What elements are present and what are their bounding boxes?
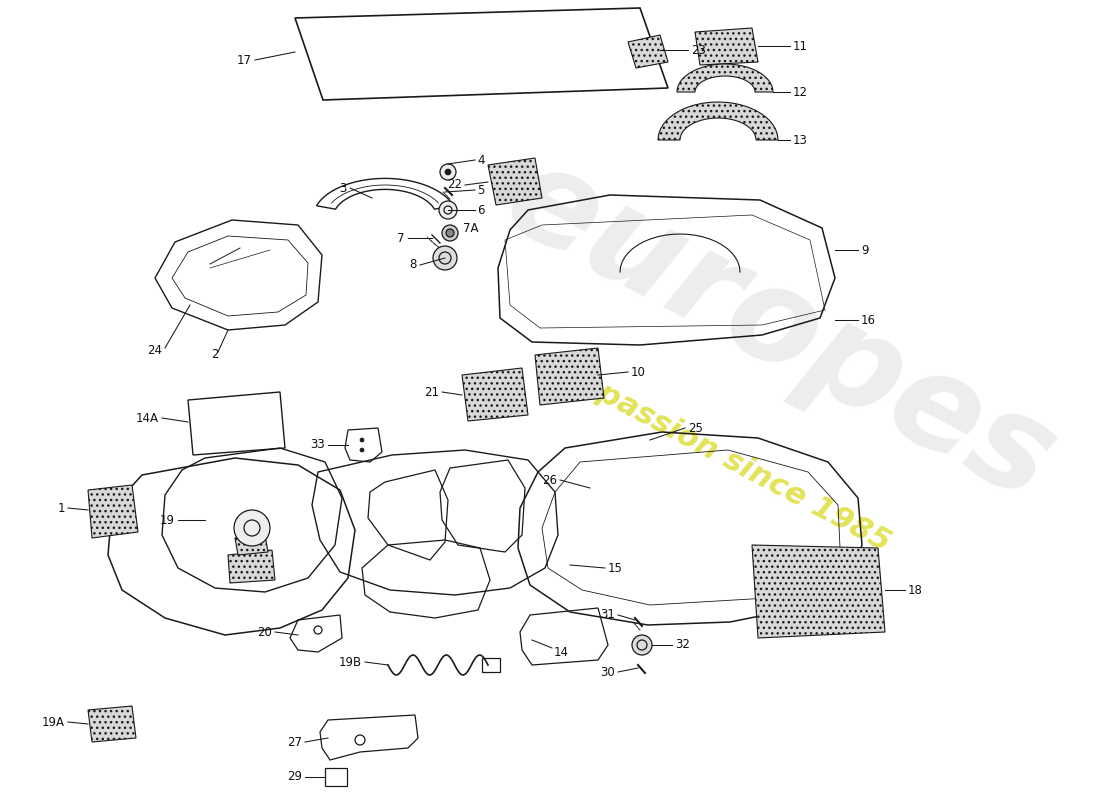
Text: 25: 25 xyxy=(688,422,703,434)
Text: 4: 4 xyxy=(477,154,484,166)
Polygon shape xyxy=(535,348,604,405)
Text: 7: 7 xyxy=(397,231,405,245)
Text: 20: 20 xyxy=(257,626,272,638)
Polygon shape xyxy=(695,28,758,65)
Text: 14: 14 xyxy=(554,646,569,658)
Text: 14A: 14A xyxy=(136,411,160,425)
Text: 5: 5 xyxy=(477,183,484,197)
Polygon shape xyxy=(676,64,773,92)
Circle shape xyxy=(446,169,451,175)
Text: 21: 21 xyxy=(424,386,439,398)
Text: 32: 32 xyxy=(675,638,690,651)
Text: 27: 27 xyxy=(287,735,303,749)
Circle shape xyxy=(433,246,456,270)
Text: 33: 33 xyxy=(310,438,324,451)
Polygon shape xyxy=(88,485,138,538)
Polygon shape xyxy=(488,158,542,205)
Polygon shape xyxy=(658,102,778,140)
Polygon shape xyxy=(752,545,886,638)
Circle shape xyxy=(360,448,364,452)
Polygon shape xyxy=(462,368,528,421)
Text: 1: 1 xyxy=(57,502,65,514)
Polygon shape xyxy=(235,535,268,555)
Text: 8: 8 xyxy=(409,258,417,271)
Text: 30: 30 xyxy=(601,666,615,678)
Text: 15: 15 xyxy=(608,562,623,574)
Text: 19: 19 xyxy=(160,514,175,526)
Circle shape xyxy=(440,164,456,180)
Circle shape xyxy=(234,510,270,546)
Circle shape xyxy=(632,635,652,655)
Circle shape xyxy=(439,201,456,219)
Text: 7A: 7A xyxy=(463,222,478,234)
Circle shape xyxy=(442,225,458,241)
Text: 31: 31 xyxy=(601,609,615,622)
Circle shape xyxy=(360,438,364,442)
Text: 16: 16 xyxy=(861,314,876,326)
Text: 22: 22 xyxy=(447,178,462,191)
Text: 17: 17 xyxy=(236,54,252,66)
Text: a passion since 1985: a passion since 1985 xyxy=(565,363,895,557)
Polygon shape xyxy=(628,35,668,68)
Text: 29: 29 xyxy=(287,770,303,783)
Text: 6: 6 xyxy=(477,203,484,217)
Text: 19B: 19B xyxy=(339,655,362,669)
Circle shape xyxy=(446,229,454,237)
Text: 18: 18 xyxy=(908,583,923,597)
Text: 11: 11 xyxy=(793,39,808,53)
Text: 13: 13 xyxy=(793,134,807,146)
Text: 10: 10 xyxy=(631,366,646,378)
Text: 23: 23 xyxy=(691,43,706,57)
Text: 19A: 19A xyxy=(42,715,65,729)
Text: 9: 9 xyxy=(861,243,869,257)
Text: europes: europes xyxy=(484,133,1076,527)
Polygon shape xyxy=(88,706,136,742)
Text: 24: 24 xyxy=(147,345,162,358)
Text: 3: 3 xyxy=(340,182,346,194)
Bar xyxy=(324,768,346,786)
Text: 26: 26 xyxy=(542,474,557,486)
Text: 2: 2 xyxy=(211,349,219,362)
Polygon shape xyxy=(228,550,275,583)
Text: 12: 12 xyxy=(793,86,808,98)
